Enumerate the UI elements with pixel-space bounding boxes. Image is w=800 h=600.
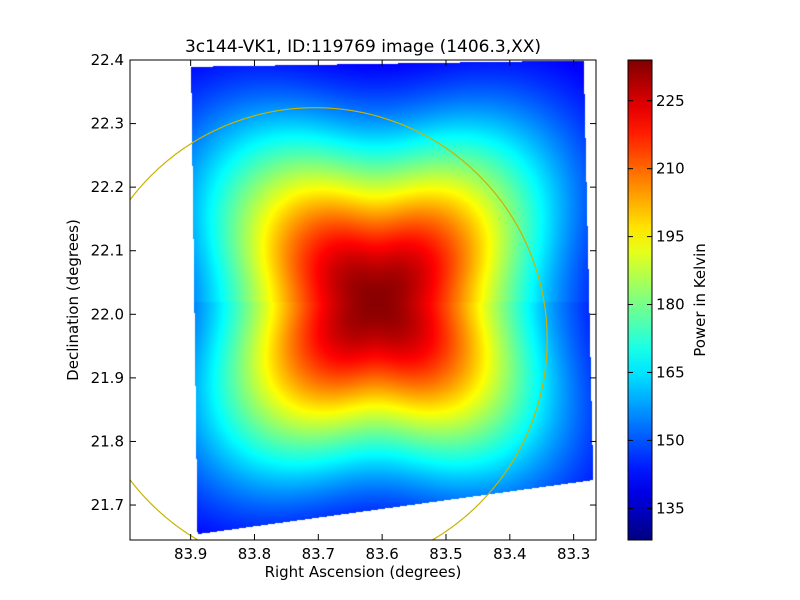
x-axis-ticks: 83.9 83.8 83.7 83.6 83.5 83.4 83.3 [174, 60, 590, 563]
y-tick-label: 22.0 [91, 305, 124, 323]
x-tick-label: 83.8 [238, 545, 271, 563]
y-tick-label: 21.8 [91, 432, 124, 450]
y-tick-label: 22.2 [91, 178, 124, 196]
colorbar-tick-label: 180 [656, 296, 685, 314]
colorbar-tick-label: 135 [656, 499, 685, 517]
y-tick-label: 21.7 [91, 496, 124, 514]
heatmap-image [130, 60, 596, 540]
y-tick-label: 21.9 [91, 369, 124, 387]
colorbar: 135 150 165 180 195 210 225 Power in Kelvin [627, 59, 709, 541]
chart-title: 3c144-VK1, ID:119769 image (1406.3,XX) [185, 37, 541, 57]
colorbar-tick-label: 150 [656, 431, 685, 449]
y-tick-label: 22.1 [91, 242, 124, 260]
colorbar-tick-label: 165 [656, 363, 685, 381]
x-tick-label: 83.6 [365, 545, 398, 563]
x-tick-label: 83.3 [557, 545, 590, 563]
colorbar-gradient [628, 60, 652, 540]
beam-circle [130, 107, 548, 540]
plot-area: 83.9 83.8 83.7 83.6 83.5 83.4 83.3 21.721.821.… [91, 51, 597, 563]
x-tick-label: 83.5 [429, 545, 462, 563]
y-axis-ticks: 21.7 21.8 21.9 22.0 22.1 22.2 22.3 22.4 [91, 51, 596, 514]
colorbar-ticks: 135 150 165 180 195 210 225 [628, 92, 685, 517]
x-axis-label: Right Ascension (degrees) [265, 563, 462, 581]
plot-frame [129, 59, 597, 541]
colorbar-frame [627, 59, 653, 541]
x-tick-label: 83.7 [302, 545, 335, 563]
x-tick-label: 83.4 [493, 545, 526, 563]
y-tick-label: 22.3 [91, 115, 124, 133]
y-axis-label: Declination (degrees) [64, 219, 82, 381]
x-tick-label: 83.9 [174, 545, 207, 563]
colorbar-tick-label: 225 [656, 92, 685, 110]
colorbar-label: Power in Kelvin [691, 243, 709, 357]
y-tick-label: 22.4 [91, 51, 124, 69]
colorbar-tick-label: 195 [656, 228, 685, 246]
colorbar-tick-label: 210 [656, 160, 685, 178]
